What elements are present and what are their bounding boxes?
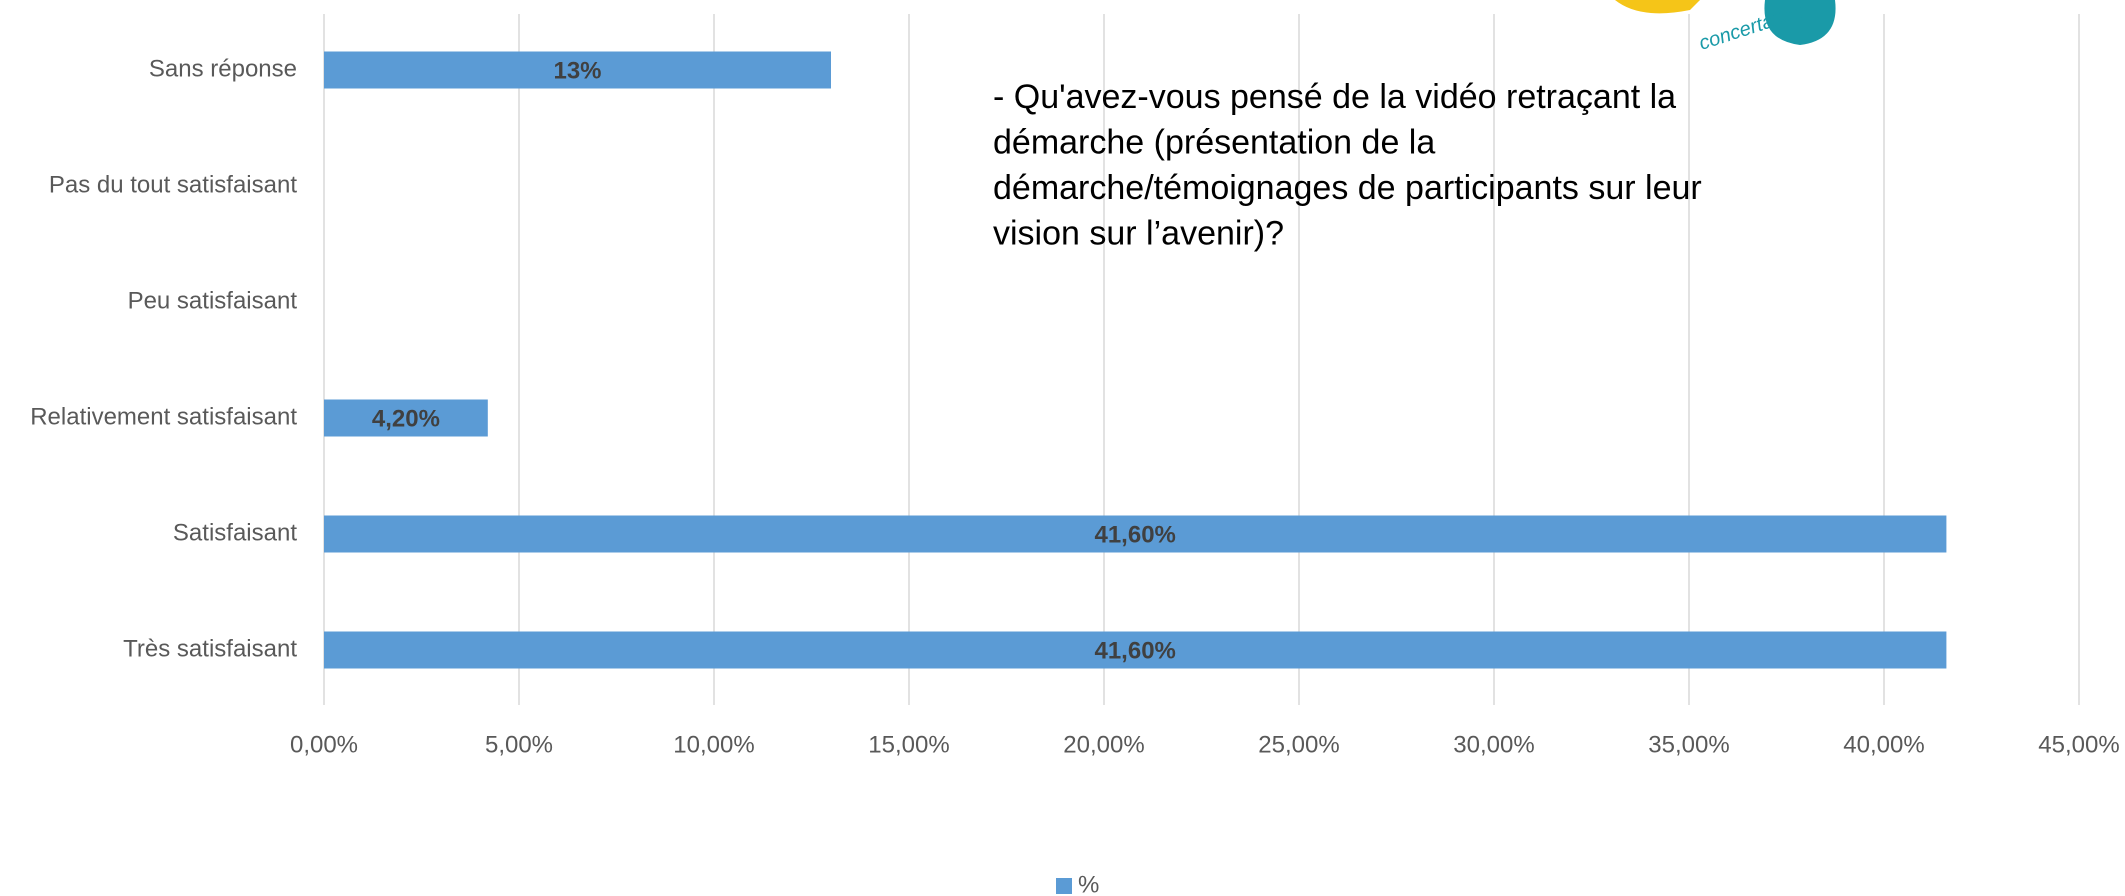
value-label: 41,60% (1094, 637, 1175, 664)
bar (324, 515, 1947, 553)
x-tick-label: 10,00% (673, 731, 754, 758)
value-label: 13% (553, 57, 601, 84)
x-tick-label: 30,00% (1453, 731, 1534, 758)
bar (324, 399, 488, 437)
y-tick-label: Peu satisfaisant (128, 287, 298, 314)
x-tick-label: 0,00% (290, 731, 358, 758)
value-label: 41,60% (1094, 521, 1175, 548)
logo: concertation (1615, 0, 1836, 55)
x-tick-label: 40,00% (1843, 731, 1924, 758)
y-tick-label: Très satisfaisant (123, 635, 297, 662)
value-label: 4,20% (372, 405, 440, 432)
annotation: - Qu'avez-vous pensé de la vidéo retraça… (993, 78, 1676, 116)
legend-swatch (1056, 878, 1072, 894)
x-tick-label: 25,00% (1258, 731, 1339, 758)
bar (324, 631, 1947, 669)
x-tick-label: 5,00% (485, 731, 553, 758)
x-tick-label: 35,00% (1648, 731, 1729, 758)
y-tick-label: Relativement satisfaisant (30, 403, 297, 430)
y-tick-label: Satisfaisant (173, 519, 297, 546)
logo-shape (1615, 0, 1700, 14)
x-tick-label: 15,00% (868, 731, 949, 758)
y-tick-label: Sans réponse (149, 55, 297, 82)
x-tick-label: 20,00% (1063, 731, 1144, 758)
annotation: démarche (présentation de la (993, 124, 1435, 162)
annotation: démarche/témoignages de participants sur… (993, 169, 1702, 207)
logo-shape (1764, 0, 1836, 45)
y-tick-label: Pas du tout satisfaisant (49, 171, 297, 198)
legend-label: % (1078, 871, 1099, 896)
annotation: vision sur l’avenir)? (993, 215, 1284, 253)
bar (324, 51, 831, 89)
x-tick-label: 45,00% (2038, 731, 2119, 758)
